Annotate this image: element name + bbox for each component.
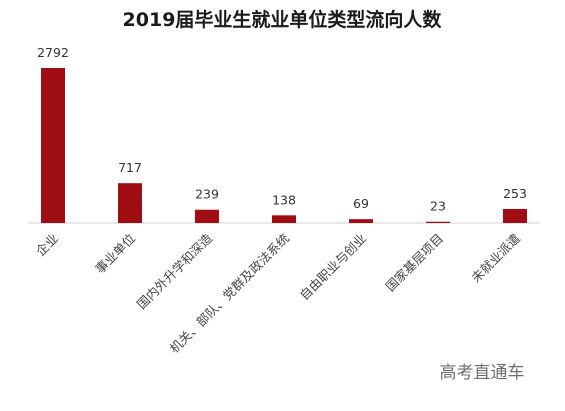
watermark-text: 高考直通车: [440, 363, 525, 383]
category-label-5: 国家基层项目: [382, 231, 446, 295]
chart-title: 2019届毕业生就业单位类型流向人数: [123, 8, 443, 31]
category-label-6: 未就业派遣: [468, 231, 523, 286]
value-label-5: 23: [430, 199, 446, 214]
value-labels-group: 2792 717 239 138 69 23 253: [37, 45, 527, 214]
value-label-0: 2792: [37, 45, 69, 60]
value-label-2: 239: [195, 187, 219, 202]
value-label-6: 253: [503, 186, 527, 201]
bar-6: [503, 208, 527, 223]
category-label-0: 企业: [33, 231, 61, 259]
bar-2: [195, 209, 219, 223]
bar-3: [272, 215, 296, 223]
category-label-2: 国内外升学和深造: [134, 230, 216, 312]
bar-0: [41, 68, 65, 223]
bars-group: [41, 68, 527, 223]
value-label-4: 69: [353, 196, 369, 211]
bar-5: [426, 221, 450, 223]
category-label-4: 自由职业与创业: [297, 231, 369, 303]
value-label-1: 717: [118, 160, 142, 175]
bar-4: [349, 219, 373, 223]
category-label-1: 事业单位: [92, 231, 138, 277]
bar-1: [118, 183, 142, 223]
value-label-3: 138: [272, 192, 296, 207]
